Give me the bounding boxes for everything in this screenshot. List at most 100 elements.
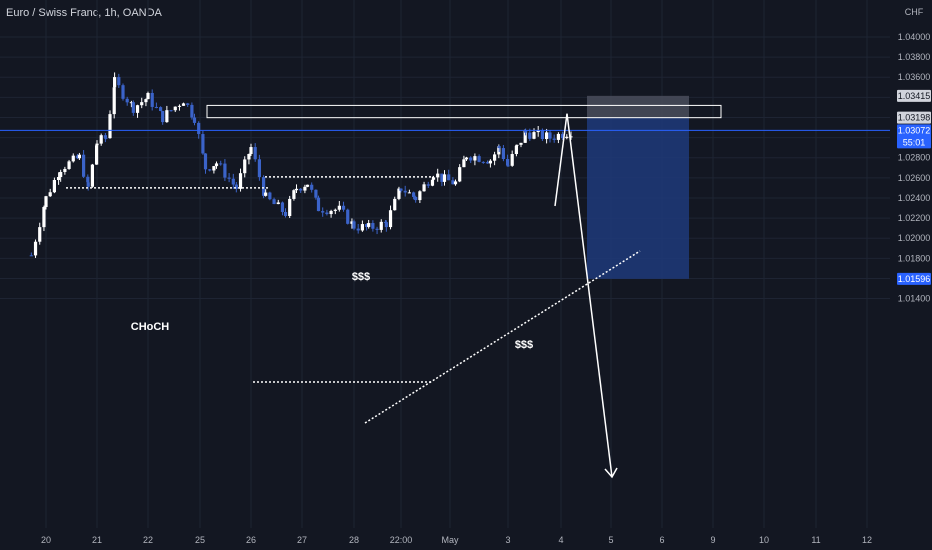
candle-body [223, 163, 227, 178]
candle-body [173, 106, 177, 111]
candle-body [548, 132, 552, 139]
candle-body [510, 154, 514, 166]
candle-body [337, 205, 341, 210]
x-tick-label: 25 [195, 535, 205, 545]
candle-body [150, 92, 154, 107]
candle-body [556, 133, 560, 140]
candle-body [399, 188, 403, 191]
x-tick-label: 22 [143, 535, 153, 545]
candle-body [234, 184, 238, 189]
price-tag-value: 1.03415 [898, 91, 931, 101]
candle-body [488, 160, 492, 164]
candle-body [365, 224, 369, 227]
y-tick-label: 1.01400 [898, 294, 931, 304]
candle-body [86, 182, 90, 187]
candle-body [418, 191, 422, 201]
candle-body [350, 221, 354, 224]
candle-body [131, 102, 135, 113]
x-tick-label: 21 [92, 535, 102, 545]
y-tick-label: 1.01800 [898, 253, 931, 263]
candle-body [95, 145, 99, 165]
candle-body [71, 155, 75, 162]
candle-body [497, 146, 501, 149]
candle-body [565, 136, 569, 139]
candle-body [414, 196, 418, 201]
arrow-head-icon [604, 467, 618, 479]
candle-body [86, 176, 90, 183]
candle-body [360, 224, 364, 231]
candle-body [90, 164, 94, 187]
candle-body [341, 205, 346, 210]
short-target-zone [587, 117, 689, 279]
candle-body [426, 184, 430, 186]
candle-body [523, 130, 527, 143]
candle-body [329, 210, 333, 215]
candle-body [154, 106, 158, 108]
candle-body [493, 154, 497, 161]
price-tag-value: 1.01596 [898, 274, 931, 284]
chart-title[interactable]: Euro / Swiss Franc, 1h, OANDA [6, 7, 162, 19]
candle-body [203, 153, 208, 170]
candle-body [422, 184, 426, 192]
candle-body [536, 130, 540, 133]
candle-body [403, 190, 407, 193]
candle-body [108, 114, 112, 139]
candle-body [129, 102, 133, 104]
candle-body [249, 147, 253, 154]
candle-body [379, 221, 383, 230]
candle-body [430, 179, 435, 186]
price-tag [897, 124, 931, 149]
candle-body [29, 255, 33, 257]
candle-body [299, 188, 303, 191]
x-tick-label: 11 [811, 535, 820, 545]
candle-body [346, 209, 350, 224]
candle-body [442, 174, 447, 182]
candle-body [561, 133, 565, 139]
candle-body [169, 110, 173, 112]
candle-body [268, 192, 272, 200]
candle-body [262, 177, 266, 196]
candle-body [264, 192, 268, 196]
candle-body [333, 209, 337, 211]
candle-body [77, 154, 81, 159]
x-tick-label: May [441, 535, 459, 545]
candle-body [113, 77, 117, 88]
candle-body [63, 168, 67, 172]
candle-body [303, 186, 307, 191]
candle-body [462, 159, 466, 168]
x-tick-label: 27 [297, 535, 307, 545]
candle-body [38, 227, 42, 242]
candle-body [165, 110, 169, 123]
candle-body [451, 180, 455, 185]
candle-body [280, 202, 285, 212]
candle-body [219, 163, 223, 165]
y-tick-label: 1.02200 [898, 213, 931, 223]
candle-body [305, 184, 310, 187]
resistance-zone[interactable] [206, 104, 722, 119]
candle-body [276, 202, 280, 205]
candle-body [144, 99, 148, 103]
x-tick-label: 10 [759, 535, 769, 545]
candle-body [316, 197, 321, 212]
y-tick-label: 1.02400 [898, 193, 931, 203]
projection-up-stroke [554, 113, 568, 207]
candle-body [192, 117, 197, 123]
candle-body [44, 196, 48, 208]
candle-body [214, 163, 219, 167]
candle-body [458, 167, 462, 182]
candle-body [431, 177, 436, 180]
x-tick-label: 4 [558, 535, 563, 545]
candle-body [485, 162, 490, 164]
candle-body [283, 211, 288, 217]
candle-body [477, 156, 481, 162]
candle-body [288, 198, 292, 217]
candle-body [393, 198, 397, 211]
candle-body [440, 173, 444, 182]
y-tick-label: 1.03800 [898, 52, 931, 62]
candle-body [112, 87, 116, 115]
price-tag-value: 1.03198 [898, 113, 931, 123]
candle-body [59, 171, 63, 178]
candle-body [447, 174, 451, 181]
